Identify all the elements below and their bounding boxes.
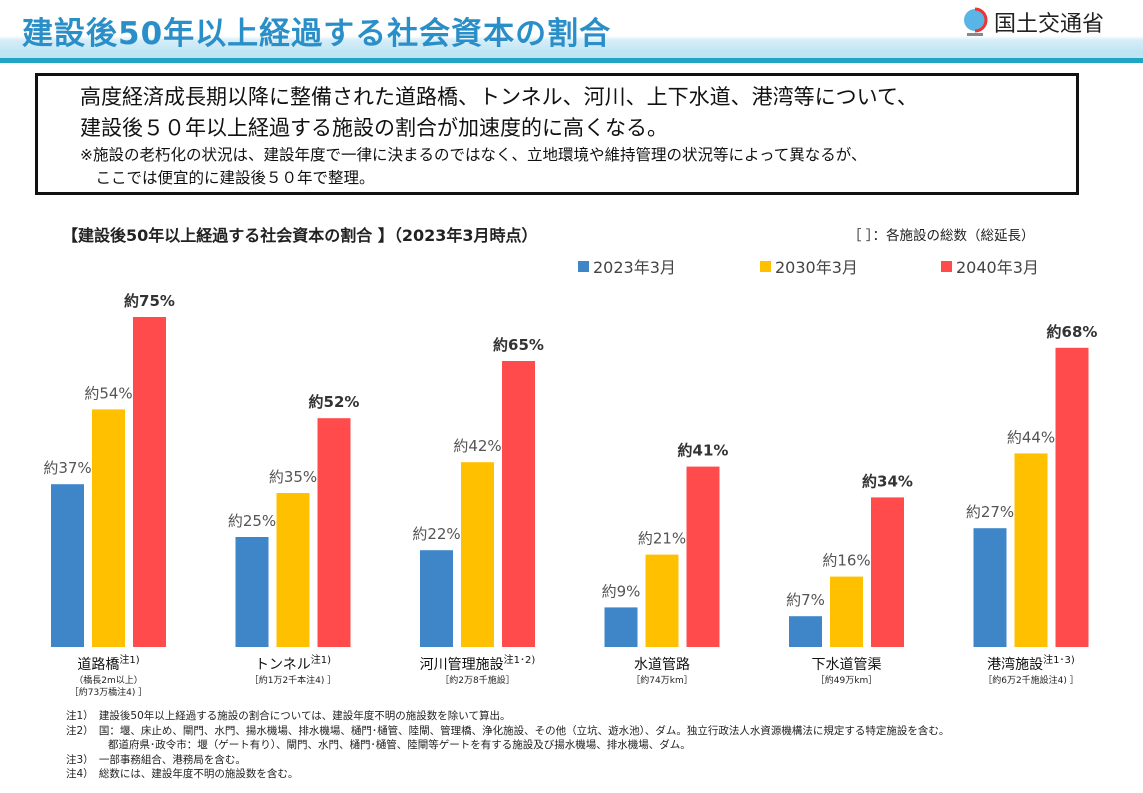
category-sublabel: ［約2万8千施設］ — [440, 674, 514, 686]
category-sublabel: ［約1万2千本注4) ］ — [250, 674, 337, 686]
footnote: 注3） 一部事務組合、港務局を含む。 — [66, 753, 246, 766]
category-sublabel: （橋長2m以上） — [74, 674, 143, 686]
legend-swatch — [760, 260, 771, 272]
bar — [235, 537, 269, 647]
category-sublabel: ［約73万橋注4) ］ — [70, 686, 148, 698]
summary-line: 高度経済成長期以降に整備された道路橋、トンネル、河川、上下水道、港湾等について、 — [80, 85, 918, 109]
bar — [461, 462, 494, 647]
data-label: 約21% — [638, 530, 686, 548]
data-label: 約52% — [309, 393, 360, 411]
data-label: 約68% — [1047, 323, 1098, 341]
bar — [276, 493, 310, 647]
bar — [51, 484, 84, 647]
summary-note: ※施設の老朽化の状況は、建設年度で一律に決まるのではなく、立地環境や維持管理の状… — [80, 146, 867, 164]
category-label: 下水道管渠 — [812, 657, 882, 673]
bar — [317, 418, 351, 647]
legend-swatch — [941, 260, 952, 272]
data-label: 約9% — [602, 582, 641, 600]
org-logo: 国土交通省 — [962, 6, 1104, 38]
data-label: 約35% — [269, 468, 317, 486]
data-label: 約41% — [678, 442, 729, 460]
bar — [1014, 453, 1048, 647]
summary-note: ここでは便宜的に建設後５０年で整理。 — [80, 169, 375, 187]
footnote: 注1） 建設後50年以上経過する施設の割合については、建設年度不明の施設数を除い… — [66, 710, 511, 722]
bar — [973, 528, 1007, 647]
footnote: 注2） 国：堰、床止め、閘門、水門、揚水機場、排水機場、樋門･樋管、陸閘、管理橋… — [66, 724, 950, 737]
data-label: 約7% — [786, 591, 825, 609]
category-label: 道路橋注1) — [77, 653, 139, 673]
category-sublabel: ［約6万2千施設注4) ］ — [983, 674, 1079, 686]
legend-item: 2040年3月 — [941, 254, 1039, 278]
bar — [645, 554, 679, 647]
data-label: 約42% — [453, 437, 501, 455]
summary-line: 建設後５０年以上経過する施設の割合が加速度的に高くなる。 — [80, 116, 668, 140]
legend-item: 2030年3月 — [760, 254, 858, 278]
chart-note: ［ ］：各施設の総数（総延長） — [848, 228, 1035, 244]
bar — [92, 409, 125, 647]
bar — [604, 607, 638, 647]
legend-swatch — [578, 260, 589, 272]
org-name: 国土交通省 — [994, 12, 1105, 37]
category-label: 河川管理施設注1･2) — [420, 653, 536, 673]
header-divider — [0, 58, 1143, 63]
chart-title: 【建設後50年以上経過する社会資本の割合 】（2023年3月時点） — [62, 226, 538, 245]
page-title: 建設後50年以上経過する社会資本の割合 — [22, 16, 612, 52]
legend-label: 2023年3月 — [593, 258, 676, 277]
data-label: 約34% — [862, 472, 913, 490]
category-sublabel: ［約49万km］ — [816, 674, 877, 686]
bar — [830, 576, 863, 647]
data-label: 約75% — [124, 292, 175, 310]
data-label: 約37% — [43, 459, 91, 477]
data-label: 約54% — [84, 384, 132, 402]
legend-label: 2030年3月 — [775, 258, 858, 277]
bar — [871, 497, 904, 647]
data-label: 約16% — [822, 552, 870, 570]
bar — [133, 317, 166, 647]
legend-item: 2023年3月 — [578, 254, 676, 278]
bar — [420, 550, 453, 647]
data-label: 約44% — [1007, 428, 1055, 446]
footnote: 都道府県･政令市：堰（ゲート有り）、閘門、水門、樋門･樋管、陸閘等ゲートを有する… — [66, 739, 691, 751]
summary-box: 高度経済成長期以降に整備された道路橋、トンネル、河川、上下水道、港湾等について、… — [35, 73, 1079, 195]
category-label: 水道管路 — [634, 657, 690, 673]
bar — [789, 616, 822, 647]
bar — [502, 361, 535, 647]
category-sublabel: ［約74万km］ — [631, 674, 692, 686]
mlit-emblem-icon — [964, 7, 988, 36]
data-label: 約22% — [412, 525, 460, 543]
data-label: 約25% — [228, 512, 276, 530]
data-label: 約27% — [966, 503, 1014, 521]
footnotes: 注1） 建設後50年以上経過する施設の割合については、建設年度不明の施設数を除い… — [66, 709, 949, 782]
data-label: 約65% — [493, 336, 544, 354]
bar — [1055, 347, 1089, 647]
bar — [686, 466, 720, 647]
legend-label: 2040年3月 — [956, 258, 1039, 277]
category-label: トンネル注1) — [255, 653, 331, 673]
footnote: 注4） 総数には、建設年度不明の施設数を含む。 — [66, 768, 299, 780]
category-label: 港湾施設注1･3) — [987, 653, 1075, 673]
header-band — [0, 0, 1143, 62]
